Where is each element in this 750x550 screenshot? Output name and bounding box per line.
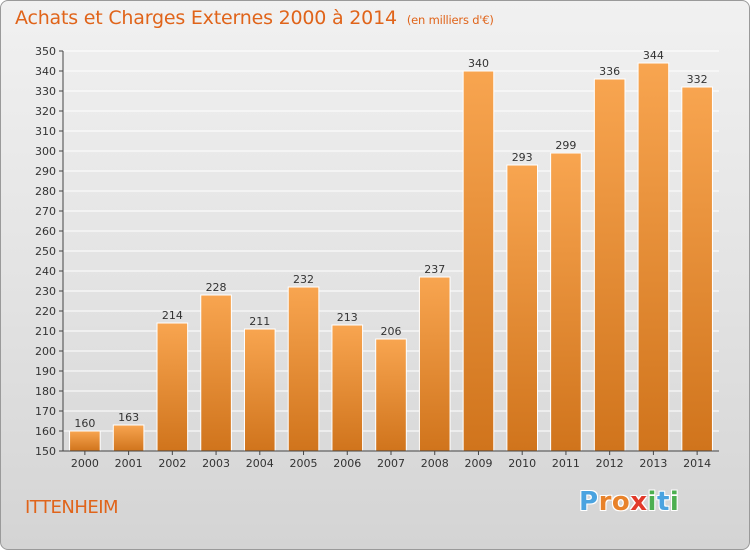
bar	[243, 328, 276, 452]
chart-subtitle: (en milliers d'€)	[406, 13, 494, 27]
y-tick-label: 160	[35, 425, 56, 438]
bar-value-label: 293	[512, 151, 533, 164]
bar-value-label: 163	[118, 411, 139, 424]
bar-value-label: 340	[468, 57, 489, 70]
bar	[375, 338, 407, 452]
chart-title-text: Achats et Charges Externes 2000 à 2014	[15, 7, 397, 29]
bar-value-label: 211	[249, 315, 270, 328]
bar	[506, 164, 539, 452]
y-tick-label: 200	[35, 345, 56, 358]
logo-letter: r	[598, 487, 612, 517]
bar-value-label: 332	[687, 73, 708, 86]
x-tick-label: 2004	[246, 457, 274, 470]
y-tick-label: 270	[35, 205, 56, 218]
bar	[418, 276, 451, 452]
y-tick-label: 330	[35, 85, 56, 98]
y-tick-label: 350	[35, 45, 56, 58]
x-tick-label: 2006	[333, 457, 361, 470]
x-tick-label: 2014	[683, 457, 711, 470]
y-tick-label: 180	[35, 385, 56, 398]
bar-value-label: 299	[555, 139, 576, 152]
x-tick-label: 2000	[71, 457, 99, 470]
bar-value-label: 232	[293, 273, 314, 286]
x-tick-label: 2010	[508, 457, 536, 470]
x-tick-label: 2002	[158, 457, 186, 470]
x-tick-label: 2009	[464, 457, 492, 470]
y-tick-label: 300	[35, 145, 56, 158]
logo-letter: o	[611, 487, 631, 517]
x-tick-label: 2005	[290, 457, 318, 470]
y-tick-label: 220	[35, 305, 56, 318]
bar-value-label: 160	[74, 417, 95, 430]
y-tick-label: 280	[35, 185, 56, 198]
bar	[69, 430, 101, 452]
bar	[550, 152, 582, 452]
bar	[331, 324, 364, 452]
bar	[200, 294, 232, 452]
y-tick-label: 240	[35, 265, 56, 278]
y-tick-label: 250	[35, 245, 56, 258]
logo-letter: i	[647, 487, 657, 517]
bar	[593, 78, 626, 452]
y-tick-label: 260	[35, 225, 56, 238]
x-tick-label: 2007	[377, 457, 405, 470]
bar-value-label: 228	[206, 281, 227, 294]
x-tick-label: 2011	[552, 457, 580, 470]
y-tick-label: 290	[35, 165, 56, 178]
bar-value-label: 344	[643, 49, 664, 62]
x-tick-label: 2003	[202, 457, 230, 470]
logo-letter: t	[656, 487, 670, 517]
bar	[681, 86, 713, 452]
bar	[112, 424, 145, 452]
y-tick-label: 230	[35, 285, 56, 298]
bar	[462, 70, 495, 452]
bar-value-label: 237	[424, 263, 445, 276]
x-tick-label: 2008	[421, 457, 449, 470]
chart-title: Achats et Charges Externes 2000 à 2014 (e…	[15, 7, 494, 29]
proxiti-logo: Proxiti	[579, 487, 679, 517]
y-tick-label: 210	[35, 325, 56, 338]
bar	[287, 286, 320, 452]
labels: 150 160 170 180 190 200 210 220 230 240 250 260 270 2…	[35, 45, 711, 470]
logo-letter: x	[630, 487, 648, 517]
bar-value-label: 214	[162, 309, 183, 322]
bar-value-label: 213	[337, 311, 358, 324]
bar-value-label: 206	[381, 325, 402, 338]
x-tick-label: 2012	[596, 457, 624, 470]
y-tick-label: 310	[35, 125, 56, 138]
x-tick-label: 2013	[639, 457, 667, 470]
y-tick-label: 190	[35, 365, 56, 378]
x-tick-label: 2001	[115, 457, 143, 470]
logo-letter: i	[669, 487, 680, 517]
bar	[156, 322, 189, 452]
axes	[59, 50, 719, 455]
bar	[637, 62, 670, 452]
y-tick-label: 150	[35, 445, 56, 458]
y-tick-label: 340	[35, 65, 56, 78]
logo-letter: P	[579, 487, 599, 517]
bar-value-label: 336	[599, 65, 620, 78]
bars	[69, 62, 713, 452]
y-tick-label: 320	[35, 105, 56, 118]
y-tick-label: 170	[35, 405, 56, 418]
city-name: ITTENHEIM	[25, 497, 119, 518]
